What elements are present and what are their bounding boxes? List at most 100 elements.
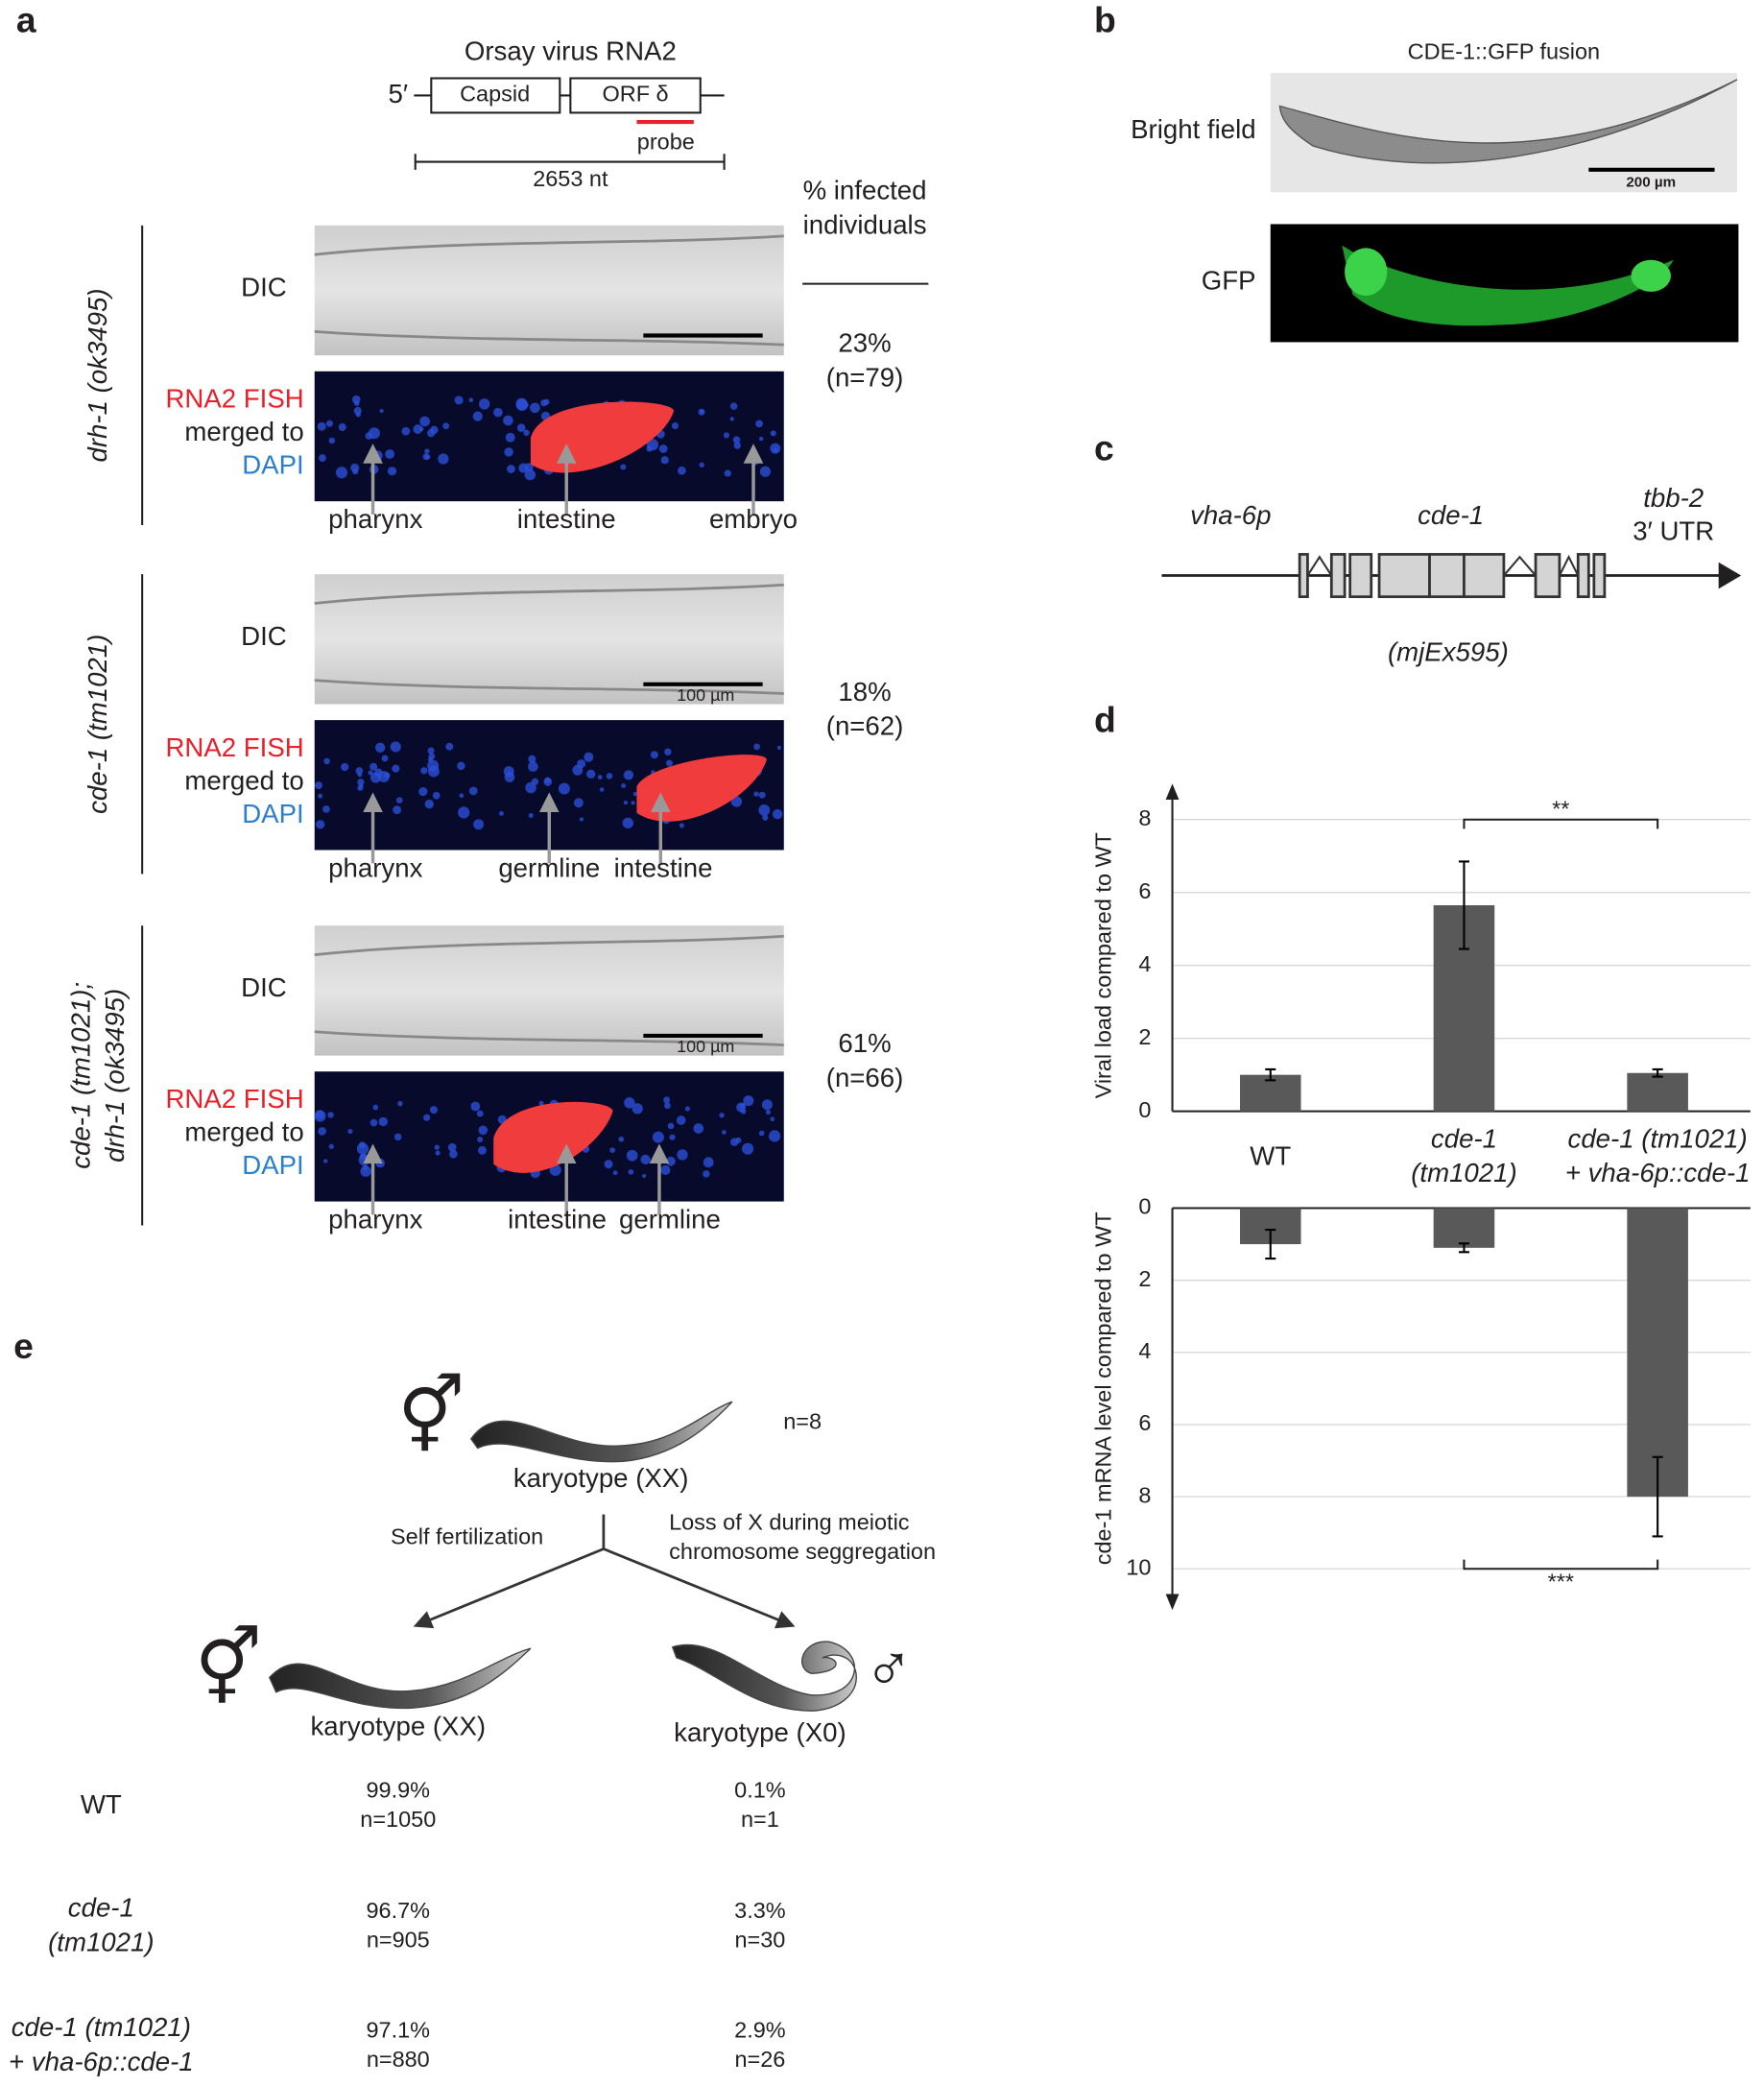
- utr-label: 3′ UTR: [1633, 516, 1714, 546]
- arrow-head: [1718, 562, 1742, 589]
- sample-size: (n=66): [826, 1063, 904, 1092]
- dapi-nucleus: [698, 408, 705, 416]
- error-bar: [1458, 860, 1469, 950]
- dapi-nucleus: [473, 819, 485, 830]
- table-cell: n=905: [367, 1928, 430, 1953]
- image-label: merged to: [184, 1116, 303, 1146]
- panel-label: a: [16, 0, 36, 39]
- dapi-nucleus: [703, 1157, 714, 1168]
- worm-outline: [314, 234, 784, 347]
- percent: 18%: [838, 677, 891, 707]
- table-cell: 96.7%: [367, 1898, 431, 1923]
- dapi-nucleus: [355, 412, 361, 418]
- worm-outline: [314, 583, 784, 695]
- error-bar: [1652, 1455, 1663, 1538]
- array-label: (mjEx595): [1388, 636, 1509, 666]
- image-label: RNA2 FISH: [165, 1084, 303, 1114]
- dapi-nucleus: [604, 1160, 613, 1169]
- genotype: cde-1 (tm1021): [83, 635, 112, 814]
- genotype: WT: [81, 1789, 122, 1819]
- panel-label: d: [1094, 700, 1116, 740]
- structure-label: embryo: [709, 504, 798, 534]
- genotype: cde-1 (tm1021);: [65, 982, 95, 1169]
- dapi-nucleus: [318, 793, 323, 799]
- dapi-nucleus: [506, 465, 515, 473]
- dapi-nucleus: [585, 769, 596, 779]
- dapi-nucleus: [665, 1156, 676, 1166]
- dapi-nucleus: [723, 432, 729, 439]
- dapi-nucleus: [358, 1154, 370, 1166]
- dapi-nucleus: [646, 439, 658, 451]
- dapi-nucleus: [758, 1130, 765, 1137]
- dapi-nucleus: [660, 456, 669, 465]
- rna2-signal: [493, 1101, 613, 1173]
- y-tick-label: 10: [1126, 1554, 1151, 1579]
- genotype: cde-1: [68, 1893, 134, 1923]
- dapi-nucleus: [454, 396, 464, 405]
- structure-label: pharynx: [328, 504, 422, 534]
- table-cell: 2.9%: [734, 2018, 786, 2043]
- dapi-nucleus: [503, 415, 513, 426]
- dapi-nucleus: [612, 1170, 618, 1176]
- dapi-nucleus: [660, 1164, 671, 1176]
- dapi-nucleus: [729, 1138, 739, 1146]
- dapi-nucleus: [318, 1127, 326, 1136]
- dapi-nucleus: [543, 778, 553, 786]
- dapi-nucleus: [397, 1100, 403, 1107]
- worm-outline: [314, 934, 784, 1046]
- dapi-nucleus: [458, 806, 470, 819]
- dapi-nucleus: [540, 399, 548, 407]
- dapi-nucleus: [322, 805, 330, 813]
- dapi-nucleus: [664, 748, 672, 755]
- x-tick-label: WT: [1250, 1140, 1291, 1170]
- karyotype-table: WT 99.9% n=1050 0.1% n=1 cde-1 (tm1021) 96.7% n=…: [9, 1778, 786, 2076]
- dapi-nucleus: [504, 447, 513, 457]
- dapi-nucleus: [762, 814, 769, 821]
- dapi-nucleus: [357, 772, 363, 778]
- gene-box: [569, 77, 702, 114]
- genotype: + vha-6p::cde-1: [9, 2047, 194, 2076]
- image-label: RNA2 FISH: [165, 383, 303, 413]
- dapi-nucleus: [385, 449, 395, 460]
- dapi-nucleus: [504, 772, 515, 782]
- dapi-nucleus: [755, 420, 763, 428]
- dapi-nucleus: [379, 408, 384, 414]
- dapi-nucleus: [736, 1102, 747, 1113]
- significance: **: [1552, 796, 1569, 821]
- dapi-nucleus: [773, 447, 778, 453]
- dapi-nucleus: [620, 464, 627, 470]
- dapi-nucleus: [493, 407, 503, 418]
- dapi-nucleus: [445, 742, 454, 751]
- dapi-nucleus: [652, 1131, 664, 1143]
- table-cell: 3.3%: [734, 1898, 786, 1923]
- table-cell: 99.9%: [367, 1778, 431, 1803]
- dapi-nucleus: [776, 745, 782, 751]
- dapi-nucleus: [375, 1158, 385, 1168]
- dapi-nucleus: [631, 801, 635, 805]
- dapi-nucleus: [732, 436, 741, 444]
- percent: 23%: [838, 327, 891, 357]
- dapi-nucleus: [459, 793, 465, 799]
- dapi-nucleus: [572, 764, 584, 776]
- branch: [413, 1547, 605, 1629]
- panel-label: c: [1094, 428, 1114, 468]
- dapi-nucleus: [606, 773, 613, 779]
- introns: [1306, 554, 1580, 577]
- axis-arrow: [1165, 783, 1180, 801]
- dapi-nucleus: [663, 1096, 671, 1104]
- dapi-nucleus: [558, 782, 570, 795]
- dapi-nucleus: [338, 423, 346, 432]
- dapi-nucleus: [770, 1116, 775, 1122]
- dapi-nucleus: [729, 417, 734, 421]
- gene-box: [430, 77, 561, 114]
- dapi-nucleus: [658, 444, 668, 453]
- error-bar-line: [1652, 1067, 1663, 1078]
- utr-label: tbb-2: [1643, 483, 1704, 513]
- dapi-nucleus: [365, 432, 373, 440]
- table-cell: n=1: [741, 1807, 779, 1832]
- sample-size: (n=62): [826, 711, 904, 741]
- image-label: DIC: [241, 272, 287, 301]
- scale-label: 200 µm: [1626, 175, 1676, 191]
- worm: [469, 1401, 733, 1463]
- error-bar-line: [1458, 1242, 1469, 1254]
